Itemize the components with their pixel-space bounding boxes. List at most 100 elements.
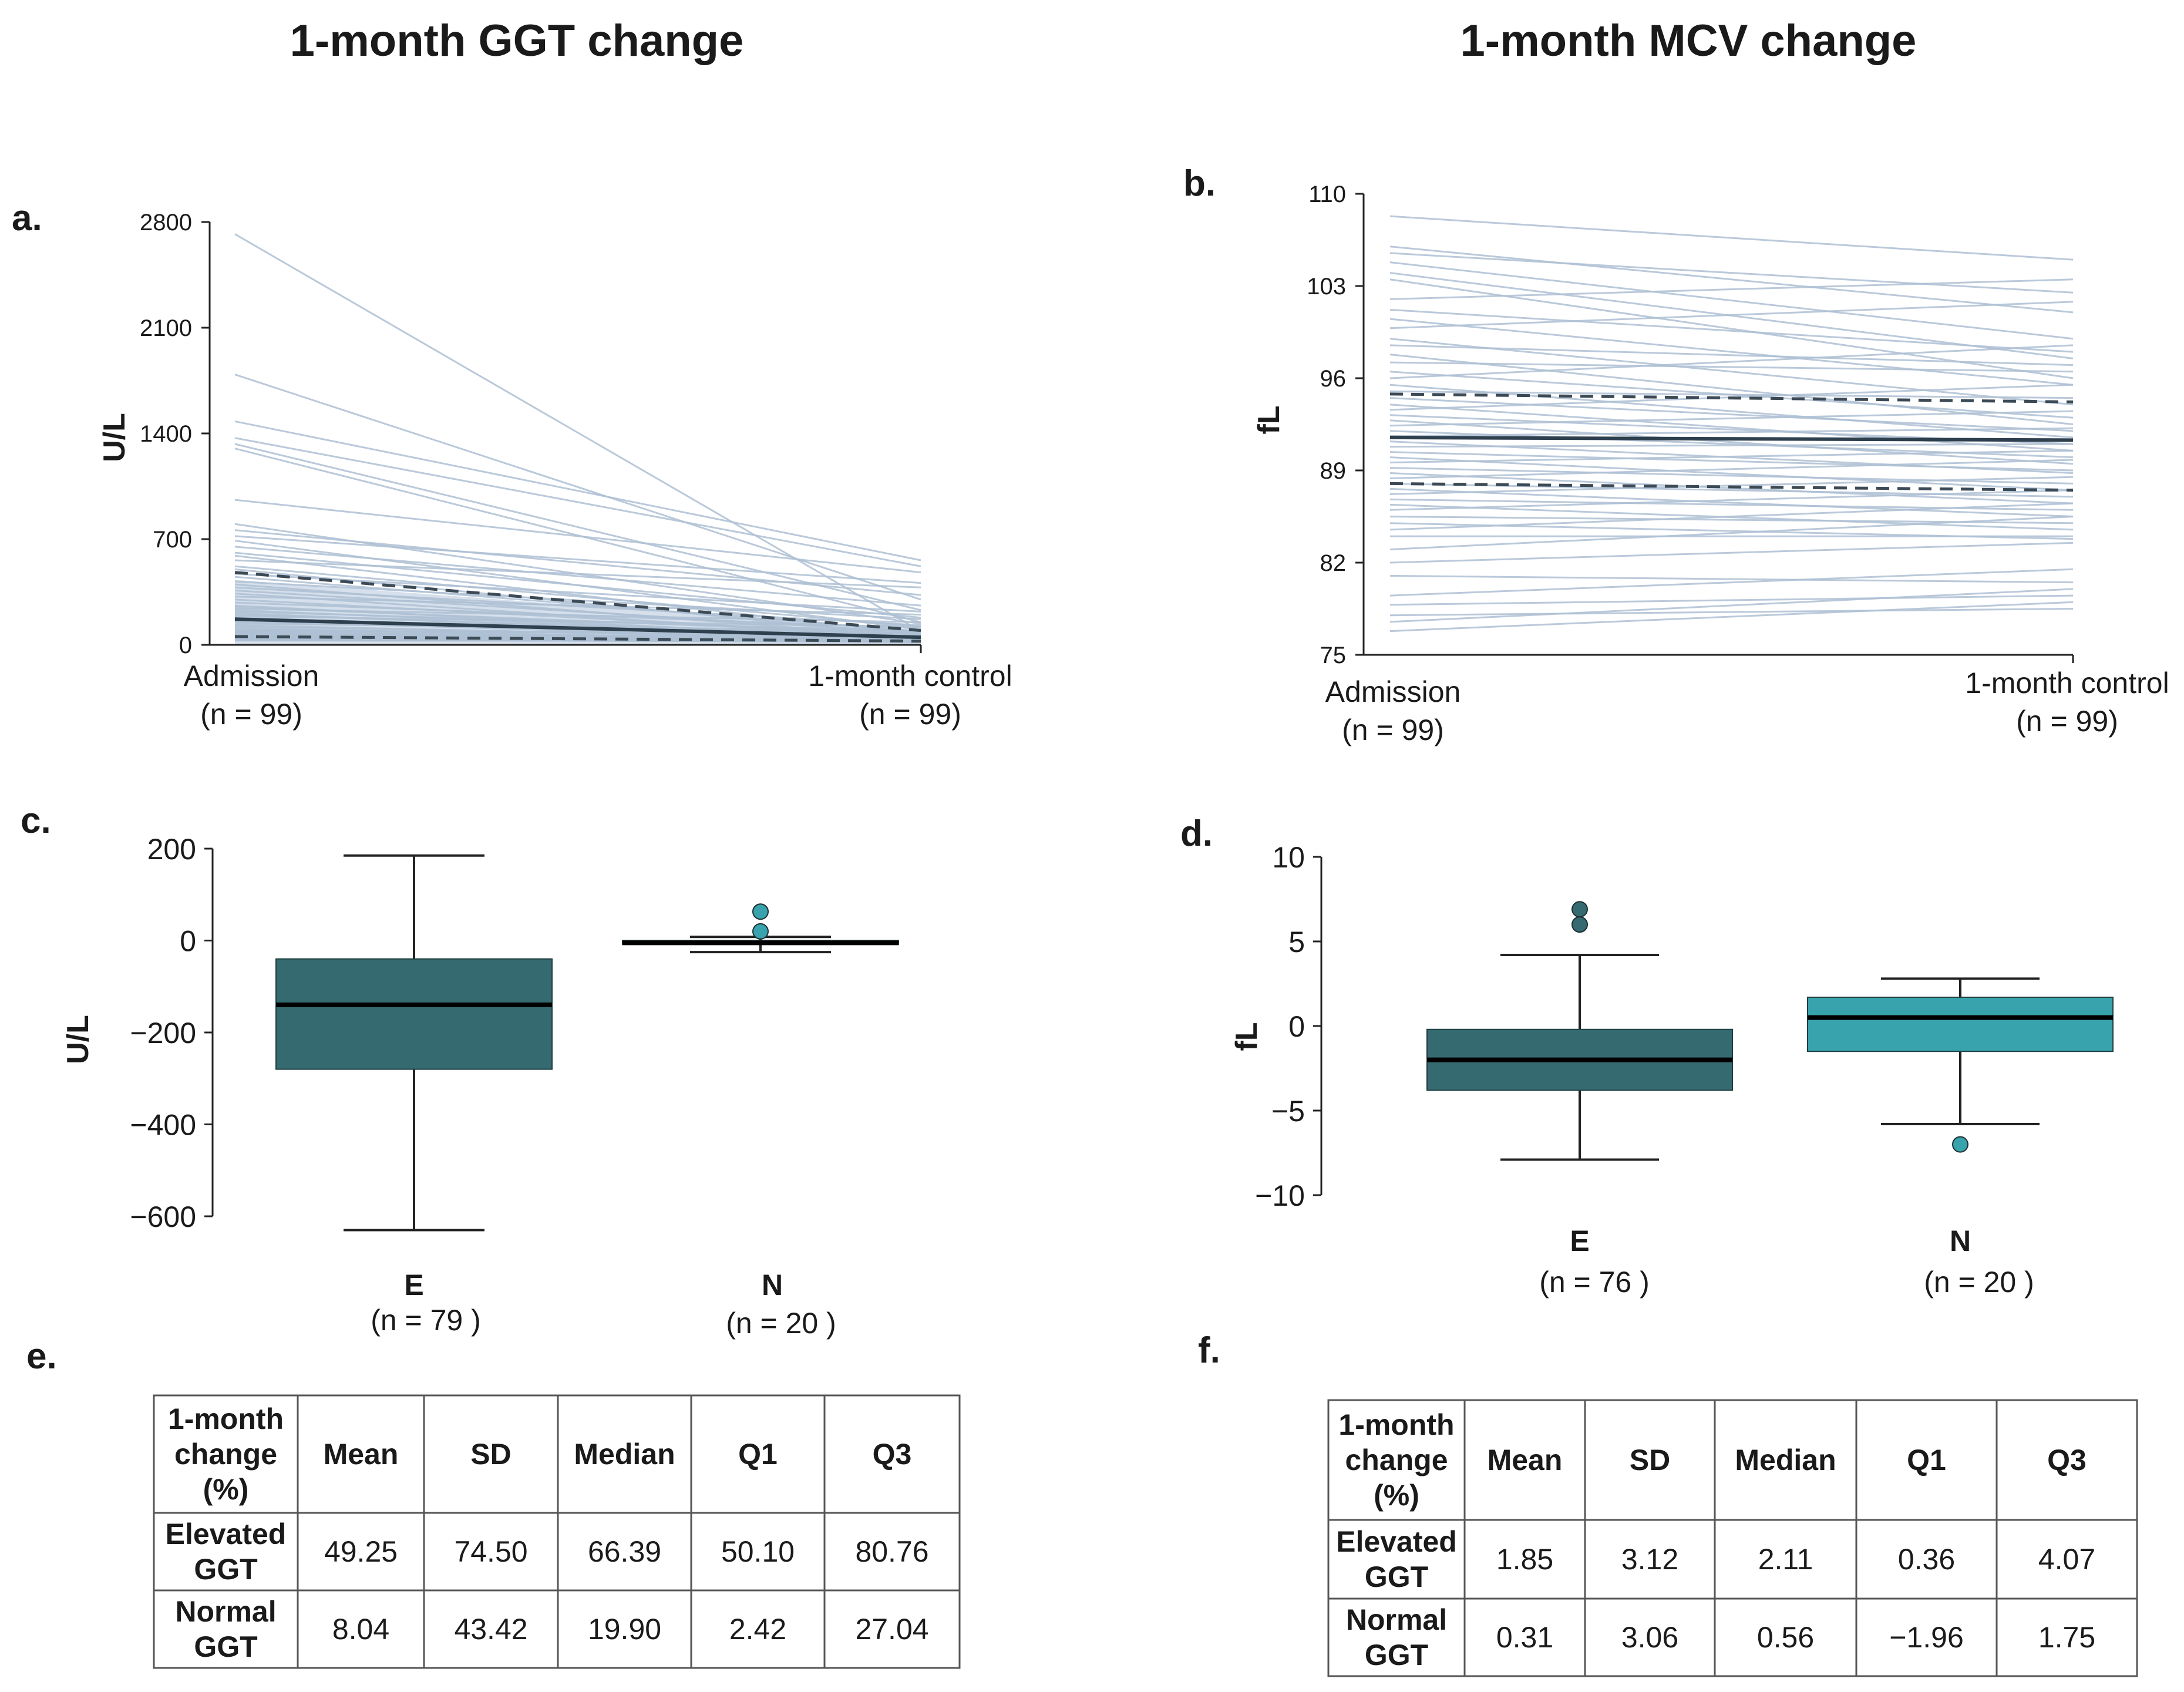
y-tick-label: 103 [1307, 274, 1346, 300]
table-cell: 1.75 [2038, 1621, 2095, 1654]
subject-line [1389, 410, 2074, 427]
table-row-label: GGT [1365, 1639, 1428, 1671]
chart-b-ylabel: fL [1252, 405, 1286, 434]
table-cell: −1.96 [1889, 1621, 1964, 1654]
subject-line [1389, 338, 2074, 406]
table-border [1327, 1399, 2138, 1677]
table-cell: 27.04 [855, 1613, 928, 1646]
y-tick-label: 2800 [140, 210, 192, 236]
table-header-cell: change [174, 1438, 277, 1471]
table-header-cell: SD [1630, 1444, 1670, 1476]
panel-label-b: b. [1183, 163, 1216, 204]
subject-line [1389, 318, 2074, 386]
chart-b-timepoint-1-label: Admission [1325, 675, 1461, 708]
chart-d-group-e-label: E [1570, 1225, 1589, 1257]
subject-line [1389, 245, 2074, 314]
subject-line [234, 559, 921, 588]
chart-b-timepoint-1-n: (n = 99) [1342, 714, 1444, 746]
subject-line [1389, 390, 2074, 399]
chart-d-axis: 10 5 0 −5 −10 [1255, 841, 1322, 1212]
table-header-cell: Median [1735, 1444, 1836, 1476]
chart-c-group-n-n: (n = 20 ) [726, 1307, 836, 1340]
chart-d-group-e-n: (n = 76 ) [1539, 1266, 1650, 1299]
y-tick-label: 5 [1288, 926, 1305, 958]
subject-line [1389, 574, 2074, 584]
chart-a-lines [234, 233, 921, 645]
table-header-cell: Median [574, 1438, 675, 1471]
subject-line [1389, 344, 2074, 366]
chart-b-timepoint-2-n: (n = 99) [2016, 705, 2118, 738]
subject-line [1389, 489, 2074, 511]
table-cell: 3.06 [1621, 1621, 1678, 1654]
table-row-label: Normal [175, 1595, 276, 1628]
chart-d-ylabel: fL [1230, 1022, 1264, 1051]
chart-d: 10 5 0 −5 −10 fL E (n = 76 ) N (n = 20 ) [1230, 841, 2114, 1299]
subject-line [234, 374, 921, 601]
subject-line [1389, 516, 2074, 551]
chart-d-group-n-label: N [1950, 1225, 1971, 1257]
y-tick-label: 0 [180, 925, 196, 958]
subject-line [234, 420, 921, 561]
subject-line [234, 529, 921, 596]
chart-a-timepoint-1-n: (n = 99) [200, 698, 302, 731]
subject-line [1389, 459, 2074, 479]
table-row-label: Elevated [1336, 1525, 1457, 1558]
table-cell: 4.07 [2038, 1543, 2095, 1576]
table-cell: 74.50 [454, 1535, 527, 1568]
y-tick-label: 96 [1320, 366, 1347, 392]
table-header-cell: Q3 [2047, 1444, 2087, 1476]
subject-line [234, 596, 921, 616]
left-title: 1-month GGT change [290, 16, 744, 66]
table-row-label: Elevated [166, 1518, 287, 1550]
subject-line [1389, 487, 2074, 517]
chart-d-boxes [1426, 901, 2114, 1161]
subject-line [1389, 502, 2074, 531]
panel-label-a: a. [12, 198, 42, 238]
table-header-cell: Q1 [1907, 1444, 1946, 1476]
chart-a-axis: 0 700 1400 2100 2800 [140, 210, 922, 658]
subject-line [234, 551, 921, 619]
subject-line [1389, 278, 2074, 300]
subject-line [234, 535, 921, 584]
chart-b: 75 82 89 96 103 110 fL Admission (n = 99) 1-m… [1252, 181, 2169, 746]
q3-line [1389, 392, 2074, 403]
subject-line [1389, 215, 2074, 261]
subject-line [1389, 361, 2074, 373]
subject-line [1389, 261, 2074, 340]
table-cell: 0.56 [1757, 1621, 1814, 1654]
y-tick-label: 75 [1320, 643, 1347, 668]
subject-line [234, 633, 921, 638]
subject-line [1389, 608, 2074, 617]
subject-line [1389, 252, 2074, 294]
iqr-box [275, 958, 553, 1070]
y-tick-label: −5 [1271, 1095, 1305, 1128]
table-row-label: GGT [194, 1553, 257, 1586]
chart-d-group-n-n: (n = 20 ) [1924, 1266, 2034, 1299]
y-tick-label: 10 [1272, 841, 1305, 874]
subject-line [1389, 419, 2074, 465]
chart-b-axis: 75 82 89 96 103 110 [1307, 181, 2074, 668]
table-cell: 50.10 [721, 1535, 795, 1568]
table-header-cell: SD [470, 1438, 511, 1471]
outlier-point [752, 923, 769, 940]
y-tick-label: −200 [130, 1017, 196, 1049]
y-tick-label: 89 [1320, 458, 1347, 484]
subject-line [234, 233, 921, 633]
y-tick-label: −400 [130, 1109, 196, 1142]
table-header-cell: (%) [1374, 1479, 1419, 1512]
subject-line [234, 546, 921, 607]
table-cell: 8.04 [332, 1613, 389, 1646]
table-cell: 2.42 [729, 1613, 786, 1646]
subject-line [1389, 588, 2074, 623]
table-cell: 2.11 [1758, 1543, 1813, 1576]
table-border [153, 1394, 961, 1669]
y-tick-label: 1400 [140, 421, 192, 447]
subject-line [234, 565, 921, 628]
outlier-point [1952, 1136, 1968, 1153]
chart-c-boxes [275, 854, 899, 1232]
table-cell: 19.90 [588, 1613, 661, 1646]
subject-line [1389, 427, 2074, 438]
